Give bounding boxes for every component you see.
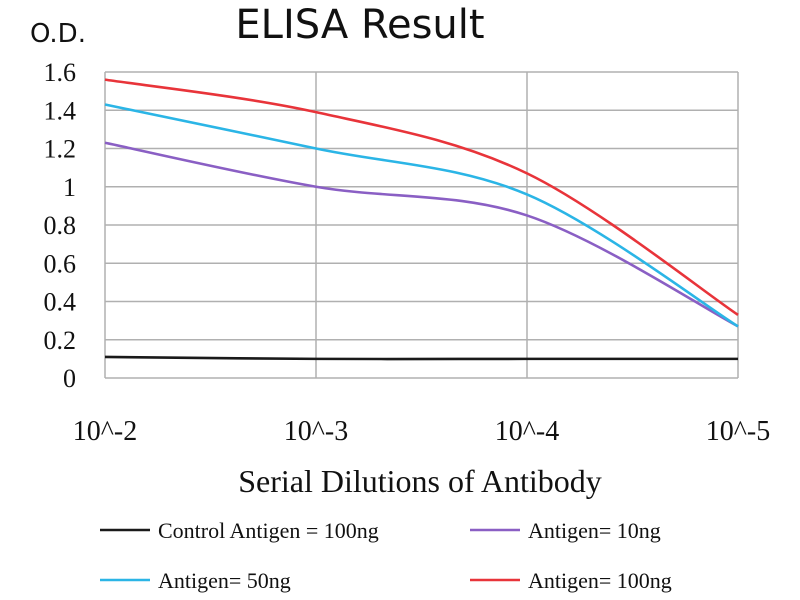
y-tick-label: 0.4	[44, 288, 77, 317]
y-tick-label: 1	[63, 173, 76, 202]
legend-label-antigen-10ng: Antigen= 10ng	[528, 518, 661, 543]
y-axis-label: O.D.	[30, 19, 86, 49]
x-tick-labels: 10^-2 10^-3 10^-4 10^-5	[73, 416, 770, 447]
x-tick-label: 10^-3	[284, 416, 348, 447]
x-axis-label: Serial Dilutions of Antibody	[238, 463, 602, 499]
x-tick-label: 10^-2	[73, 416, 137, 447]
legend-label-antigen-100ng: Antigen= 100ng	[528, 568, 672, 593]
y-tick-labels: 0 0.2 0.4 0.6 0.8 1 1.2 1.4 1.6	[44, 58, 77, 393]
x-tick-label: 10^-5	[706, 416, 770, 447]
y-tick-label: 1.6	[44, 58, 77, 87]
series-line-antigen-50ng	[104, 103, 739, 328]
y-tick-label: 1.4	[44, 96, 77, 125]
series-line-control-antigen-100ng	[104, 355, 738, 361]
grid-lines	[104, 71, 739, 379]
chart-title: ELISA Result	[235, 2, 484, 48]
x-tick-label: 10^-4	[495, 416, 559, 447]
y-tick-label: 0.8	[44, 211, 77, 240]
series-line-antigen-10ng	[104, 141, 739, 328]
series-line-antigen-100ng	[104, 78, 739, 316]
y-tick-label: 1.2	[44, 135, 77, 164]
y-tick-label: 0.2	[44, 326, 77, 355]
y-tick-label: 0	[63, 364, 76, 393]
legend: Control Antigen = 100ng Antigen= 10ng Anti…	[100, 518, 672, 593]
series-lines	[104, 78, 739, 361]
legend-label-control-antigen-100ng: Control Antigen = 100ng	[158, 518, 379, 543]
y-tick-label: 0.6	[44, 249, 77, 278]
legend-label-antigen-50ng: Antigen= 50ng	[158, 568, 291, 593]
